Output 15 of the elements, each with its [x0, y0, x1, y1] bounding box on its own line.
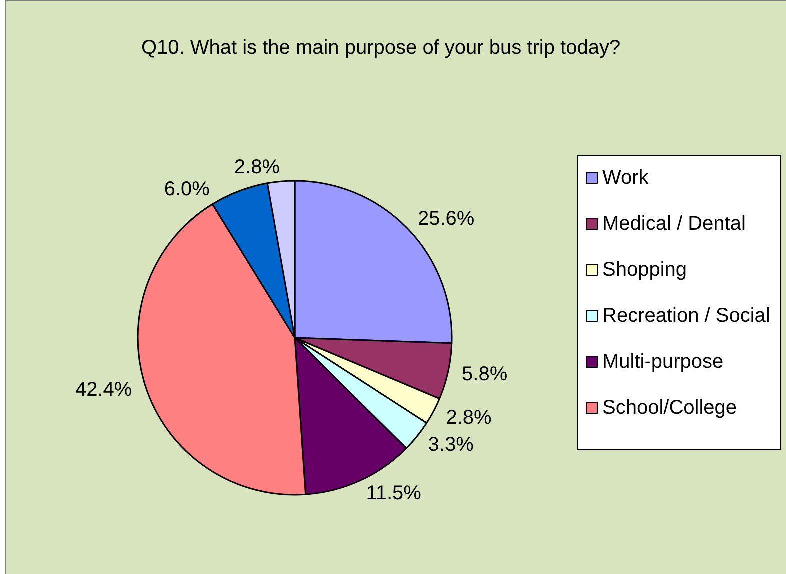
legend-label: Work — [602, 167, 650, 189]
data-label: 25.6% — [418, 208, 475, 230]
legend-label: Recreation / Social — [602, 305, 770, 327]
legend-label: School/College — [602, 397, 738, 419]
data-label: 11.5% — [366, 482, 422, 504]
chart-title: Q10. What is the main purpose of your bus trip today? — [141, 37, 621, 59]
data-label: 3.3% — [428, 434, 474, 456]
data-label: 6.0% — [164, 178, 210, 201]
legend-label: Medical / Dental — [602, 213, 746, 235]
data-label: 5.8% — [462, 364, 508, 386]
data-label: 2.8% — [234, 156, 280, 179]
data-label: 42.4% — [75, 379, 132, 402]
data-label: 2.8% — [446, 406, 492, 429]
legend-label: Shopping — [602, 259, 688, 281]
legend-label: Multi-purpose — [602, 351, 724, 373]
